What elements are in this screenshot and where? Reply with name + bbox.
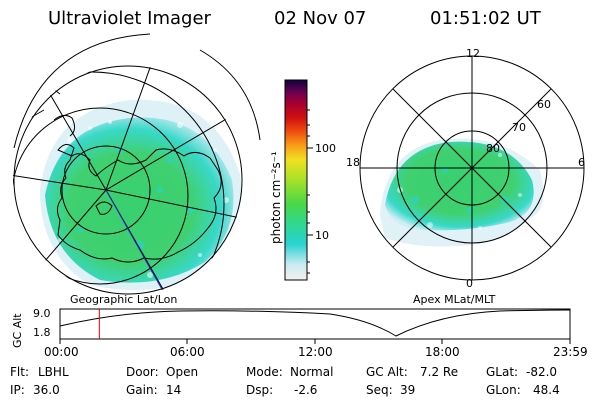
altitude-ytick-1-8: 1.8	[33, 326, 51, 339]
mlt-label-18: 18	[346, 156, 360, 169]
glat-value: -82.0	[526, 365, 558, 379]
ip-label: IP:	[10, 383, 25, 397]
mlat-label-70: 70	[512, 121, 526, 134]
altitude-plot	[59, 308, 571, 344]
gain-label: Gain:	[126, 383, 158, 397]
geographic-map	[13, 33, 261, 295]
dsp-value: -2.6	[294, 383, 318, 397]
glat-label: GLat:	[486, 365, 519, 379]
flt-label: Flt:	[10, 365, 29, 379]
dsp-label: Dsp:	[246, 383, 274, 397]
mlat-label-60: 60	[537, 98, 551, 111]
gain-value: 14	[166, 383, 182, 397]
mode-value: Normal	[290, 365, 334, 379]
altitude-ytick-9: 9.0	[33, 307, 51, 320]
gcalt-value: 7.2 Re	[420, 365, 459, 379]
altitude-xtick-0000: 00:00	[44, 345, 79, 359]
mlt-label-6: 6	[578, 156, 585, 169]
colorbar-tick-10: 10	[315, 229, 329, 242]
right-panel-caption: Apex MLat/MLT	[413, 293, 496, 306]
glon-value: 48.4	[533, 383, 560, 397]
mode-label: Mode:	[246, 365, 283, 379]
ip-value: 36.0	[33, 383, 60, 397]
altitude-ylabel: GC Alt	[11, 313, 24, 348]
instrument-title: Ultraviolet Imager	[48, 8, 211, 29]
seq-label: Seq:	[366, 383, 393, 397]
altitude-xtick-1800: 18:00	[425, 345, 460, 359]
mlt-label-12: 12	[466, 47, 480, 60]
glon-label: GLon:	[486, 383, 521, 397]
mlat-label-80: 80	[486, 142, 500, 155]
altitude-xtick-2359: 23:59	[553, 345, 588, 359]
mlt-polar-plot	[359, 55, 585, 281]
seq-value: 39	[400, 383, 416, 397]
midnight-meridian	[105, 189, 169, 295]
left-panel-caption: Geographic Lat/Lon	[70, 293, 178, 306]
mlt-label-0: 0	[466, 277, 473, 290]
flt-value: LBHL	[38, 365, 69, 379]
altitude-xtick-1200: 12:00	[298, 345, 333, 359]
altitude-xtick-0600: 06:00	[170, 345, 205, 359]
colorbar-tick-100: 100	[315, 142, 336, 155]
door-label: Door:	[126, 365, 159, 379]
colorbar-unit-label: photon cm⁻²s⁻¹	[269, 151, 283, 244]
time-label: 01:51:02 UT	[430, 8, 541, 29]
gcalt-label: GC Alt:	[366, 365, 408, 379]
date-label: 02 Nov 07	[274, 8, 367, 29]
door-value: Open	[166, 365, 199, 379]
colorbar	[284, 79, 313, 281]
